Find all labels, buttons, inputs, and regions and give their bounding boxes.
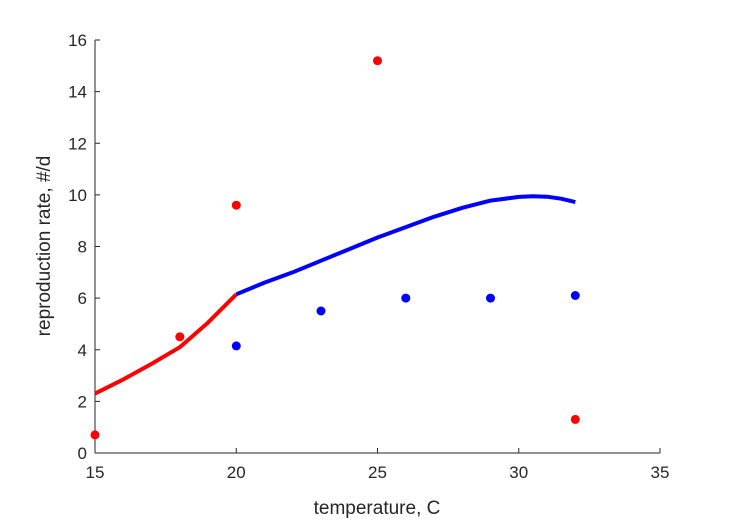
data-point (90, 430, 100, 440)
data-point (401, 293, 411, 303)
x-axis-label: temperature, C (314, 498, 441, 519)
y-axis-label: reproduction rate, #/d (34, 156, 55, 337)
x-tick-label: 35 (651, 463, 670, 482)
series-layer (90, 56, 580, 440)
data-point (373, 56, 382, 66)
x-ticks: 15 20 25 30 35 (86, 448, 670, 482)
data-point (570, 414, 580, 424)
x-tick-label: 15 (86, 463, 105, 482)
data-point (231, 200, 241, 210)
data-point (570, 291, 580, 300)
y-tick-label: 6 (78, 289, 87, 308)
data-point (316, 306, 326, 316)
y-tick-label: 10 (68, 186, 87, 205)
y-ticks: 0 2 4 6 8 10 12 14 16 (68, 31, 100, 463)
plot-area: 15 20 25 30 35 0 2 4 6 8 10 12 14 16 (68, 31, 669, 482)
x-tick-label: 20 (227, 463, 246, 482)
series-line-0 (94, 292, 238, 396)
x-tick-label: 25 (368, 463, 387, 482)
y-tick-label: 12 (68, 134, 87, 153)
data-point (231, 341, 241, 351)
y-tick-label: 8 (78, 238, 87, 257)
y-tick-label: 4 (78, 341, 87, 360)
data-point (486, 293, 495, 303)
y-tick-label: 0 (78, 444, 87, 463)
y-tick-label: 16 (68, 31, 87, 50)
y-tick-label: 2 (78, 392, 87, 411)
series-line-1 (235, 194, 576, 297)
x-tick-label: 30 (509, 463, 528, 482)
y-tick-label: 14 (68, 83, 87, 102)
data-point (175, 332, 185, 342)
